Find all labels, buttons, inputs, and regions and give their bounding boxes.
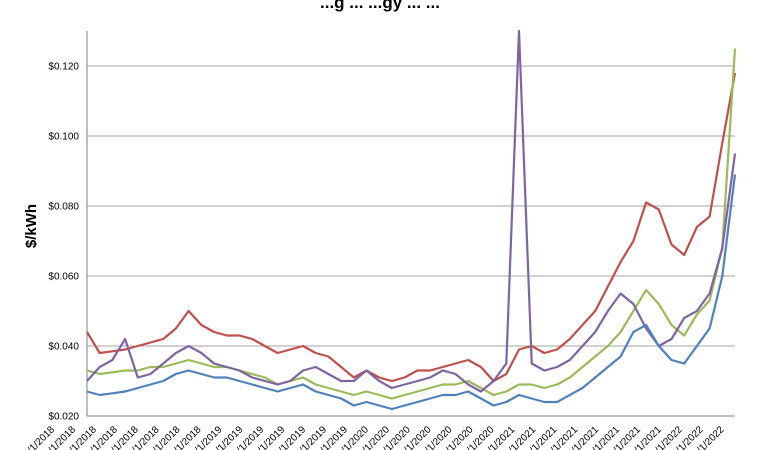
y-axis-label: $/kWh [23, 204, 40, 248]
series-line-2 [86, 48, 737, 400]
y-tick-label: $0.040 [48, 342, 79, 353]
series-line-3 [86, 29, 737, 393]
y-tick-label: $0.080 [48, 202, 79, 213]
x-axis-tick-labels: 1/1/20181/1/20181/1/20181/1/20181/1/2018… [22, 424, 727, 450]
y-tick-label: $0.100 [48, 132, 79, 143]
y-tick-label: $0.060 [48, 272, 79, 283]
series-lines [86, 29, 737, 411]
series-line-1 [86, 72, 737, 383]
y-tick-label: $0.120 [48, 62, 79, 73]
chart-title: ...g ... ...gy ... ... [320, 0, 440, 12]
series-line-4 [86, 174, 737, 411]
plot-area [87, 31, 735, 416]
y-tick-label: $0.020 [48, 412, 79, 423]
y-axis-tick-labels: $0.020 $0.040 $0.060 $0.080 $0.100 $0.120 [48, 62, 79, 423]
